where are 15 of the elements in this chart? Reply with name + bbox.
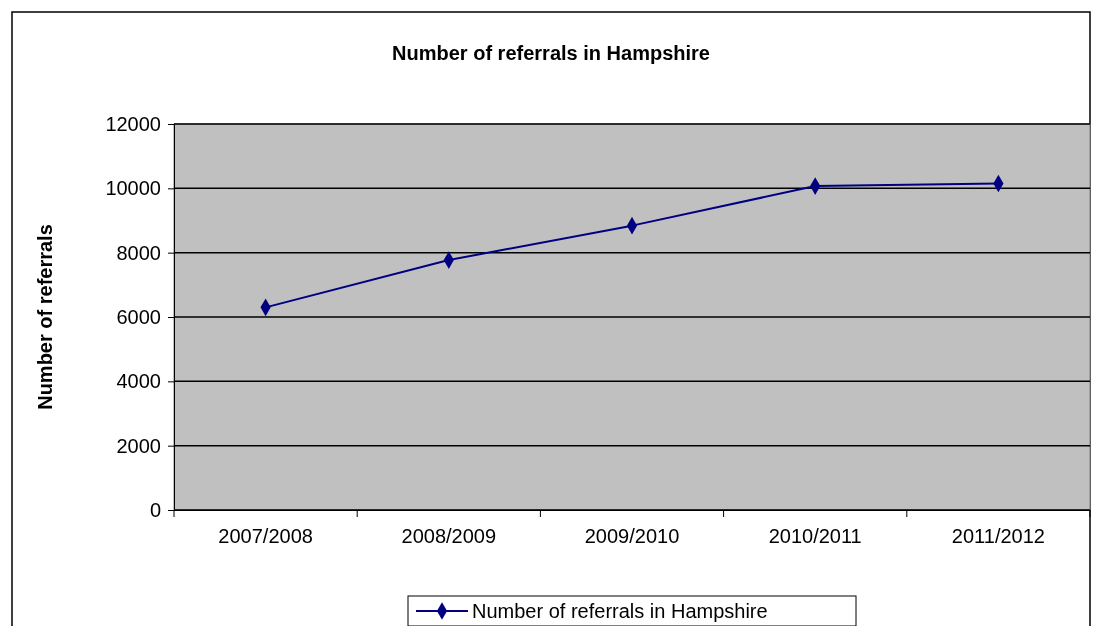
legend-label: Number of referrals in Hampshire — [472, 600, 768, 622]
y-tick-label: 4000 — [116, 370, 161, 393]
y-tick-label: 6000 — [116, 305, 161, 328]
y-axis-title: Number of referrals — [34, 224, 56, 410]
y-tick-label: 8000 — [116, 241, 161, 264]
y-tick-label: 12000 — [105, 112, 161, 135]
x-tick-label: 2007/2008 — [218, 525, 313, 547]
y-tick-label: 0 — [149, 498, 161, 521]
x-tick-label: 2010/2011 — [768, 525, 862, 547]
y-tick-label: 10000 — [105, 177, 161, 200]
y-tick-label: 2000 — [116, 434, 161, 457]
x-tick-label: 2011/2012 — [951, 525, 1045, 547]
x-tick-label: 2009/2010 — [584, 525, 680, 547]
chart-title: Number of referrals in Hampshire — [392, 42, 710, 64]
x-tick-label: 2008/2009 — [401, 525, 497, 547]
